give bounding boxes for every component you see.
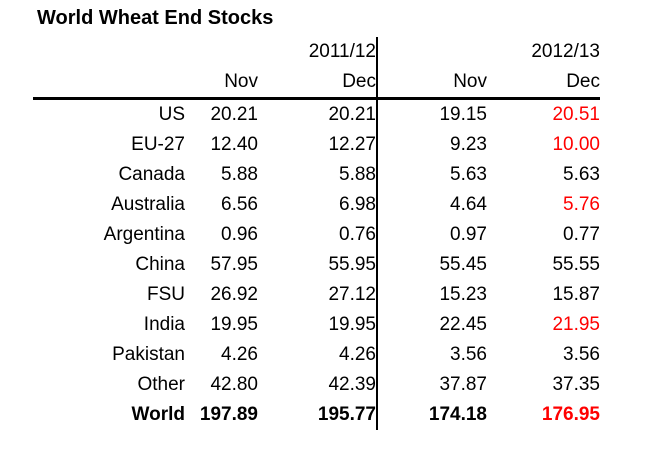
value-cell: 6.98 — [258, 190, 378, 220]
value-cell: 37.35 — [552, 374, 600, 395]
value-cell: 3.56 — [563, 344, 600, 365]
value-cell: 10.00 — [552, 134, 600, 155]
value-cell: 20.21 — [258, 98, 378, 130]
year-group-2011-12: 2011/12 — [258, 37, 378, 67]
row-label: Canada — [118, 164, 185, 185]
col-header-nov-2012: Nov — [377, 67, 487, 100]
value-cell: 21.95 — [552, 314, 600, 335]
table-row: FSU 26.92 27.12 15.23 15.87 — [33, 280, 600, 310]
value-cell: 15.87 — [552, 284, 600, 305]
value-cell: 4.26 — [258, 340, 378, 370]
row-label: Pakistan — [112, 344, 185, 365]
value-cell: 4.64 — [450, 194, 487, 215]
year-group-row: 2011/12 2012/13 — [33, 37, 600, 67]
row-label: India — [143, 314, 185, 335]
value-cell: 5.63 — [450, 164, 487, 185]
row-label: US — [158, 104, 185, 125]
row-label: Argentina — [103, 224, 185, 245]
value-cell: 6.56 — [221, 194, 258, 215]
table-header: 2011/12 2012/13 Nov Dec Nov Dec — [33, 37, 600, 100]
col-header-dec-2011: Dec — [258, 67, 378, 100]
value-cell: 55.45 — [439, 254, 487, 275]
table-row: India 19.95 19.95 22.45 21.95 — [33, 310, 600, 340]
value-cell: 5.76 — [563, 194, 600, 215]
value-cell: 4.26 — [221, 344, 258, 365]
row-label: EU-27 — [131, 134, 185, 155]
value-cell: 0.76 — [258, 220, 378, 250]
value-cell: 20.21 — [210, 104, 258, 125]
value-cell: 5.88 — [258, 160, 378, 190]
table-row: Argentina 0.96 0.76 0.97 0.77 — [33, 220, 600, 250]
table-row: Other 42.80 42.39 37.87 37.35 — [33, 370, 600, 400]
table-row: Canada 5.88 5.88 5.63 5.63 — [33, 160, 600, 190]
row-label: Australia — [111, 194, 185, 215]
table-title: World Wheat End Stocks — [37, 7, 274, 29]
value-cell: 197.89 — [199, 404, 258, 425]
row-label: World — [131, 404, 185, 425]
value-cell: 0.77 — [563, 224, 600, 245]
value-cell: 174.18 — [428, 404, 487, 425]
table-row: US 20.21 20.21 19.15 20.51 — [33, 98, 600, 130]
value-cell: 37.87 — [439, 374, 487, 395]
empty-cell — [33, 37, 185, 67]
value-cell: 195.77 — [258, 400, 378, 430]
table-row: China 57.95 55.95 55.45 55.55 — [33, 250, 600, 280]
value-cell: 20.51 — [552, 104, 600, 125]
value-cell: 19.95 — [258, 310, 378, 340]
value-cell: 55.55 — [552, 254, 600, 275]
table-row: World 197.89 195.77 174.18 176.95 — [33, 400, 600, 430]
row-label: FSU — [147, 284, 185, 305]
value-cell: 42.39 — [258, 370, 378, 400]
table-row: EU-27 12.40 12.27 9.23 10.00 — [33, 130, 600, 160]
value-cell: 42.80 — [210, 374, 258, 395]
row-label: China — [135, 254, 185, 275]
col-header-nov-2011: Nov — [185, 67, 258, 100]
empty-cell — [33, 67, 185, 100]
value-cell: 9.23 — [450, 134, 487, 155]
value-cell: 12.40 — [210, 134, 258, 155]
value-cell: 19.15 — [439, 104, 487, 125]
value-cell: 0.97 — [450, 224, 487, 245]
value-cell: 26.92 — [210, 284, 258, 305]
table-row: Pakistan 4.26 4.26 3.56 3.56 — [33, 340, 600, 370]
row-label: Other — [137, 374, 185, 395]
value-cell: 27.12 — [258, 280, 378, 310]
wheat-end-stocks-table: 2011/12 2012/13 Nov Dec Nov Dec US 20.21 2… — [33, 37, 600, 430]
month-header-row: Nov Dec Nov Dec — [33, 67, 600, 100]
value-cell: 15.23 — [439, 284, 487, 305]
value-cell: 22.45 — [439, 314, 487, 335]
value-cell: 57.95 — [210, 254, 258, 275]
value-cell: 12.27 — [258, 130, 378, 160]
value-cell: 3.56 — [450, 344, 487, 365]
empty-cell — [377, 37, 487, 67]
year-group-2012-13: 2012/13 — [531, 41, 600, 62]
value-cell: 19.95 — [210, 314, 258, 335]
table-body: US 20.21 20.21 19.15 20.51 EU-27 12.40 12.27 9.2… — [33, 98, 600, 430]
value-cell: 0.96 — [221, 224, 258, 245]
table-row: Australia 6.56 6.98 4.64 5.76 — [33, 190, 600, 220]
value-cell: 176.95 — [541, 404, 600, 425]
value-cell: 5.63 — [563, 164, 600, 185]
value-cell: 5.88 — [221, 164, 258, 185]
empty-cell — [185, 37, 258, 67]
col-header-dec-2012: Dec — [487, 67, 600, 100]
value-cell: 55.95 — [258, 250, 378, 280]
